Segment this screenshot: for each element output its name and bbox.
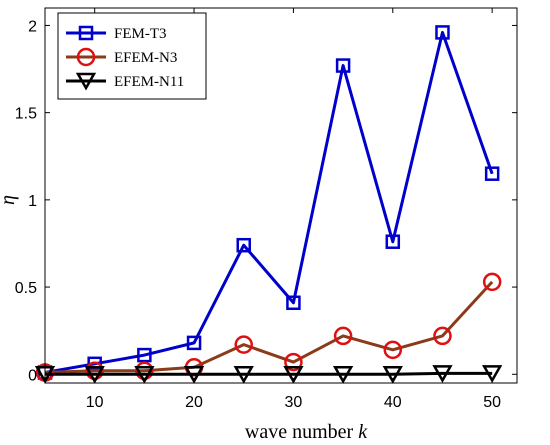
data-point xyxy=(484,166,500,181)
data-point xyxy=(234,335,253,354)
legend-label: EFEM-N3 xyxy=(114,50,177,66)
data-point xyxy=(137,347,152,363)
data-point xyxy=(286,295,301,311)
series-line xyxy=(44,30,494,375)
data-point xyxy=(335,58,351,73)
y-tick-label: 2 xyxy=(28,18,37,35)
legend-marker xyxy=(76,47,96,67)
series-efem-n3 xyxy=(35,272,502,382)
x-tick-label: 30 xyxy=(285,394,303,411)
series-efem-n11 xyxy=(34,365,503,384)
data-point xyxy=(333,326,353,346)
x-axis-label: wave number k xyxy=(245,421,368,443)
data-point xyxy=(383,340,403,360)
series-line xyxy=(44,280,494,375)
y-axis-label: η xyxy=(0,195,19,205)
legend-marker xyxy=(75,72,97,91)
x-tick-label: 10 xyxy=(86,394,104,411)
data-point xyxy=(186,335,202,351)
data-point xyxy=(183,366,205,384)
legend: FEM-T3 EFEM-N3 EFEM-N11 xyxy=(57,12,207,100)
data-point xyxy=(385,234,401,249)
y-tick-label: 1 xyxy=(28,193,37,210)
y-tick-label: 0.5 xyxy=(15,280,37,297)
data-point xyxy=(134,366,155,384)
data-point xyxy=(435,25,450,40)
data-point xyxy=(233,366,254,384)
y-tick-label: 1.5 xyxy=(15,106,37,123)
series-line xyxy=(45,371,493,376)
plot-frame xyxy=(44,7,518,384)
data-point xyxy=(332,366,354,384)
legend-item: FEM-T3 xyxy=(66,25,167,42)
legend-item: EFEM-N3 xyxy=(66,47,177,67)
legend-label: EFEM-N11 xyxy=(114,74,184,90)
data-point xyxy=(432,365,453,383)
data-point xyxy=(482,272,502,292)
x-tick-label: 40 xyxy=(384,394,402,411)
data-point xyxy=(433,326,452,346)
series-layer xyxy=(34,25,503,384)
data-point xyxy=(382,366,403,384)
data-point xyxy=(236,237,251,253)
data-point xyxy=(84,366,105,384)
x-tick-label: 50 xyxy=(483,394,501,411)
x-tick-label: 20 xyxy=(185,394,203,411)
data-point xyxy=(482,365,503,383)
legend-label: FEM-T3 xyxy=(114,26,167,42)
data-point xyxy=(284,352,303,372)
data-point xyxy=(283,366,304,384)
tick-labels: 10 20 30 40 50 0 0.5 1 1.5 2 xyxy=(15,18,501,411)
y-tick-label: 0 xyxy=(28,367,37,384)
legend-item: EFEM-N11 xyxy=(66,72,184,91)
legend-marker xyxy=(78,25,94,41)
